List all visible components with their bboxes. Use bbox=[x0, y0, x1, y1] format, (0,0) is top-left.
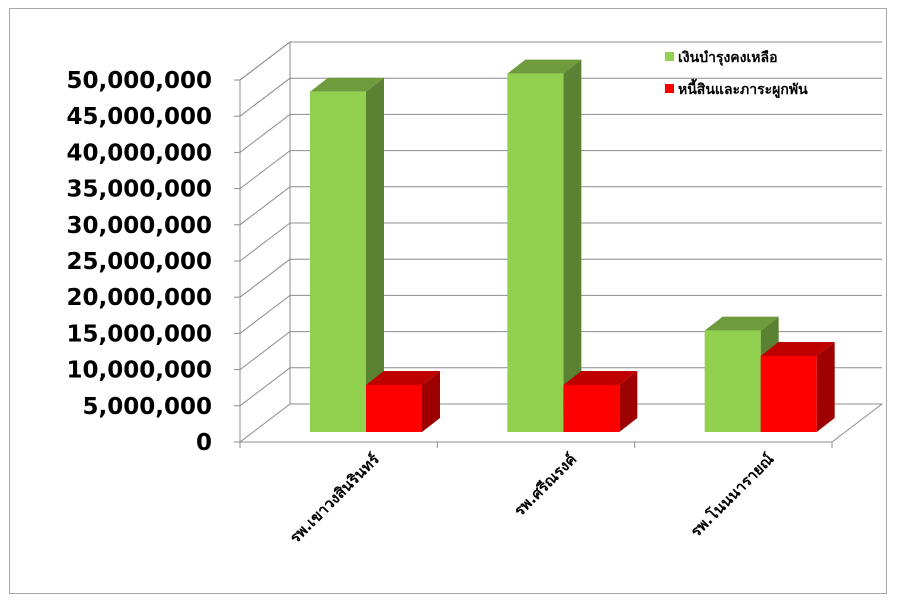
gridline-diagonal bbox=[239, 331, 291, 370]
bar-side bbox=[619, 370, 638, 432]
legend-label: หนี้สินและภาระผูกพัน bbox=[678, 78, 808, 98]
bar bbox=[310, 77, 384, 432]
gridline-diagonal bbox=[239, 222, 291, 262]
y-tick-label: 40,000,000 bbox=[66, 140, 212, 166]
y-tick-label: 30,000,000 bbox=[66, 213, 212, 239]
bar-front bbox=[507, 73, 564, 433]
x-axis-labels: รพ.เขาวงสินรินทร์ รพ.ศรีณรงค์ รพ.โนนนารายณ… bbox=[286, 449, 777, 547]
y-tick-label: 50,000,000 bbox=[66, 68, 212, 94]
bar-top bbox=[704, 316, 779, 331]
bars bbox=[310, 59, 835, 433]
y-tick-label: 5,000,000 bbox=[83, 394, 213, 420]
y-axis-ticks: 0 5,000,000 10,000,000 15,000,000 20,000,000… bbox=[66, 68, 240, 456]
bar-side bbox=[563, 59, 582, 433]
y-tick-label: 20,000,000 bbox=[66, 285, 212, 311]
bar-side bbox=[422, 370, 440, 432]
gridlines bbox=[239, 41, 882, 407]
gridline-diagonal bbox=[239, 295, 291, 334]
legend-label: เงินบำรุงคงเหลือ bbox=[678, 50, 778, 66]
gridline-diagonal bbox=[239, 114, 291, 153]
y-tick-label: 0 bbox=[196, 430, 212, 456]
gridline-diagonal bbox=[239, 258, 291, 298]
bar-top bbox=[310, 77, 384, 92]
bar-front bbox=[563, 384, 620, 432]
legend-swatch bbox=[665, 84, 674, 93]
gridline-diagonal bbox=[239, 41, 291, 81]
y-tick-label: 10,000,000 bbox=[66, 358, 212, 384]
gridline-diagonal bbox=[239, 150, 291, 189]
bar bbox=[507, 59, 582, 433]
gridline-diagonal bbox=[239, 367, 291, 407]
bar-front bbox=[310, 91, 366, 432]
y-tick-label: 35,000,000 bbox=[66, 177, 212, 203]
bar-top bbox=[760, 341, 835, 356]
x-tick-label: รพ.โนนนารายณ์ bbox=[686, 449, 777, 540]
bar bbox=[563, 370, 638, 432]
y-tick-label: 15,000,000 bbox=[66, 321, 212, 347]
bar-top bbox=[563, 370, 638, 385]
chart-frame bbox=[9, 8, 887, 594]
bar-top bbox=[507, 59, 582, 74]
y-tick-label: 45,000,000 bbox=[66, 104, 212, 130]
bar bbox=[366, 370, 440, 432]
bar bbox=[760, 341, 835, 432]
bar-side bbox=[816, 341, 835, 432]
y-tick-label: 25,000,000 bbox=[66, 249, 212, 275]
legend-swatch bbox=[665, 52, 674, 61]
gridline-diagonal bbox=[239, 77, 291, 117]
bar-front bbox=[366, 384, 422, 432]
gridline-diagonal bbox=[239, 186, 291, 226]
x-tick-label: รพ.ศรีณรงค์ bbox=[510, 450, 580, 520]
bar-top bbox=[366, 370, 440, 385]
bar-front bbox=[704, 330, 761, 432]
x-tick-label: รพ.เขาวงสินรินทร์ bbox=[286, 449, 383, 546]
legend: เงินบำรุงคงเหลือหนี้สินและภาระผูกพัน bbox=[665, 50, 808, 98]
bar-side bbox=[366, 77, 384, 432]
bar-front bbox=[760, 355, 817, 432]
